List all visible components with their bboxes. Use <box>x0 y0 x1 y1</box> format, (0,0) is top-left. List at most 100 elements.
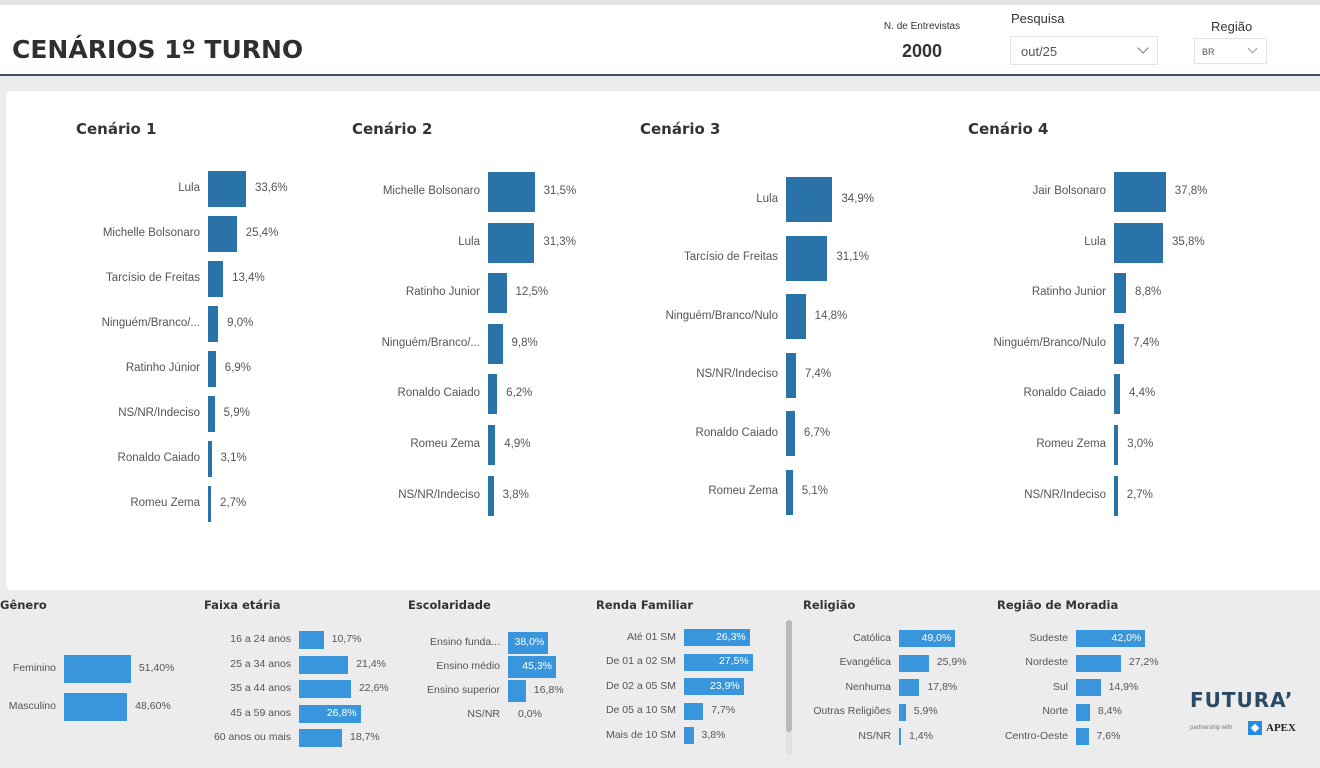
bar <box>684 653 753 671</box>
category-label: Ratinho Júnior <box>125 362 200 374</box>
data-label: 2,7% <box>1126 488 1153 501</box>
scrollbar-thumb[interactable] <box>786 620 792 732</box>
category-label: Ronaldo Caiado <box>1023 387 1106 400</box>
data-label: 26,3% <box>715 630 746 643</box>
category-label: Lula <box>756 192 778 205</box>
bar <box>1076 679 1101 696</box>
category-label: Norte <box>1042 705 1068 717</box>
data-label: 25,9% <box>936 656 967 668</box>
category-label: Centro-Oeste <box>1004 729 1068 742</box>
data-label: 7,7% <box>711 704 736 716</box>
category-label: Ninguém/Branco/Nulo <box>665 309 778 322</box>
data-label: 49,0% <box>921 631 952 644</box>
category-label: Lula <box>458 235 480 248</box>
data-label: 42,0% <box>1111 631 1142 644</box>
category-label: Ensino médio <box>436 660 500 672</box>
bar <box>1114 425 1119 465</box>
category-label: Romeu Zema <box>130 497 200 509</box>
bar <box>64 693 128 721</box>
data-label: 6,7% <box>803 426 831 439</box>
category-label: Michelle Bolsonaro <box>382 185 480 197</box>
bar <box>1114 475 1118 516</box>
category-label: Ratinho Junior <box>405 286 480 299</box>
category-label: Mais de 10 SM <box>605 728 676 741</box>
data-label: 13,4% <box>232 272 265 284</box>
bar <box>208 171 246 207</box>
category-label: Católica <box>853 631 891 644</box>
category-label: Ninguém/Branco/... <box>101 317 200 329</box>
data-label: 9,0% <box>227 317 254 329</box>
pesquisa-dropdown[interactable]: out/25 <box>1010 36 1158 65</box>
chart-title: Cenário 3 <box>640 120 721 138</box>
bar <box>1076 654 1121 672</box>
bar <box>488 323 503 364</box>
data-label: 37,8% <box>1174 185 1208 197</box>
data-label: 14,9% <box>1108 680 1139 693</box>
bar <box>208 306 219 342</box>
data-label: 14,8% <box>814 309 848 322</box>
category-label: NS/NR/Indeciso <box>118 407 200 419</box>
data-label: 6,9% <box>224 362 252 374</box>
bar <box>1076 728 1089 745</box>
bar <box>488 374 498 415</box>
data-label: 16,8% <box>533 684 564 696</box>
bar <box>786 294 806 339</box>
category-label: 45 a 59 anos <box>230 706 291 719</box>
bar <box>208 261 224 297</box>
section-title: Religião <box>803 598 856 612</box>
category-label: Romeu Zema <box>708 485 778 497</box>
category-label: Romeu Zema <box>1036 438 1106 450</box>
data-label: 31,1% <box>836 251 869 263</box>
bar <box>299 631 324 649</box>
category-label: Ronaldo Caiado <box>397 387 480 400</box>
data-label: 8,4% <box>1097 705 1122 717</box>
category-label: Romeu Zema <box>410 438 480 450</box>
futura-logo: FUTURA’ <box>1190 688 1294 712</box>
section-title: Escolaridade <box>408 598 491 612</box>
category-label: NS/NR/Indeciso <box>1024 488 1106 501</box>
chart-title: Cenário 2 <box>352 120 433 138</box>
data-label: 3,0% <box>1127 438 1154 450</box>
pesquisa-selected-value: out/25 <box>1021 44 1058 59</box>
bar <box>299 704 361 723</box>
category-label: Ensino funda... <box>429 636 500 648</box>
page-title: CENÁRIOS 1º TURNO <box>12 35 304 64</box>
regiao-dropdown[interactable]: BR <box>1194 38 1267 64</box>
category-label: Jair Bolsonaro <box>1032 185 1106 197</box>
data-label: 3,8% <box>701 728 726 741</box>
bar <box>1114 374 1121 415</box>
chart-title: Cenário 1 <box>76 120 157 138</box>
data-label: 48,60% <box>135 700 171 712</box>
bar <box>208 486 212 522</box>
data-label: 17,8% <box>927 680 958 693</box>
data-label: 7,6% <box>1096 729 1121 742</box>
data-label: 38,0% <box>514 636 545 648</box>
category-label: NS/NR/Indeciso <box>696 368 778 380</box>
bar <box>899 703 906 721</box>
category-label: Ronaldo Caiado <box>117 452 200 464</box>
bar <box>64 655 131 683</box>
regiao-selected-value: BR <box>1202 47 1215 57</box>
category-label: Ninguém/Branco/... <box>381 336 480 349</box>
bar <box>1114 172 1166 212</box>
chevron-down-icon <box>1137 42 1149 54</box>
data-label: 12,5% <box>515 286 549 299</box>
bar <box>786 177 833 222</box>
data-label: 5,1% <box>801 485 828 497</box>
bar <box>508 680 526 702</box>
bar <box>786 469 793 515</box>
bar <box>299 655 349 674</box>
data-label: 7,4% <box>804 368 832 380</box>
bar <box>1076 703 1090 721</box>
category-label: NS/NR <box>467 708 500 720</box>
category-label: Ratinho Junior <box>1031 286 1106 299</box>
regiao-label: Região <box>1211 19 1253 34</box>
data-label: 34,9% <box>841 192 875 205</box>
bar <box>899 728 901 745</box>
category-label: 25 a 34 anos <box>230 657 291 670</box>
bar <box>786 235 828 281</box>
bar <box>208 351 216 387</box>
section-title: Renda Familiar <box>596 598 694 612</box>
data-label: 0,0% <box>518 708 542 720</box>
category-label: Evangélica <box>839 656 891 668</box>
